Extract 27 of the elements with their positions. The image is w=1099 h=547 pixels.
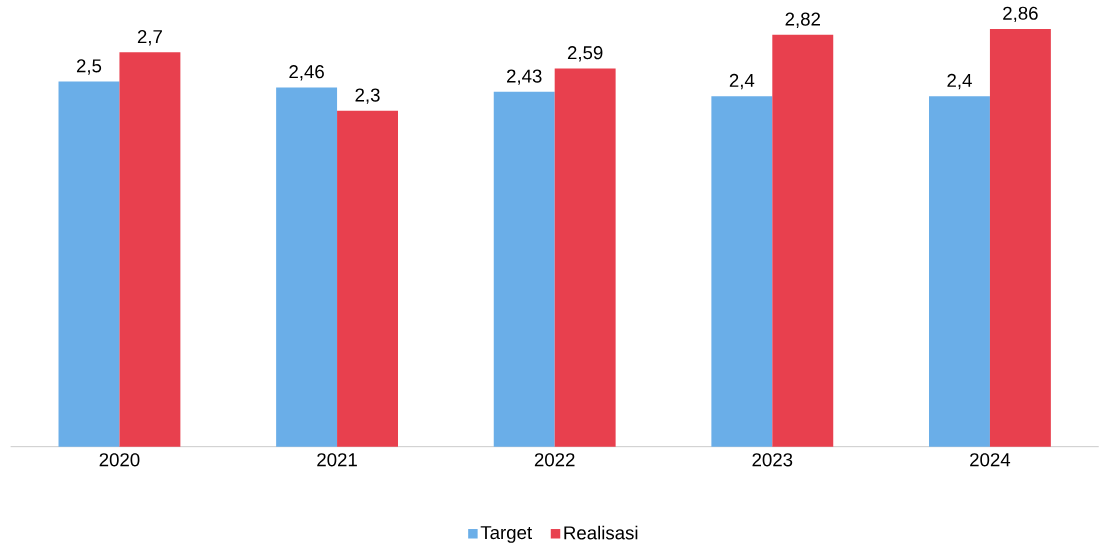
- x-tick-label: 2023: [752, 452, 793, 467]
- legend-label: Realisasi: [564, 525, 638, 540]
- data-label: 2,86: [1003, 6, 1038, 22]
- data-label: 2,59: [567, 45, 603, 62]
- bar: [989, 28, 1051, 447]
- bar: [711, 95, 773, 447]
- data-label: 2,5: [76, 58, 102, 75]
- bar: [337, 110, 398, 447]
- x-tick-label: 2022: [534, 452, 575, 467]
- data-label: 2,46: [289, 64, 324, 81]
- bar: [58, 81, 120, 447]
- x-tick-label: 2024: [970, 452, 1011, 467]
- bar: [928, 95, 990, 447]
- data-label: 2,43: [507, 69, 542, 85]
- data-label: 2,3: [355, 88, 380, 104]
- legend-label: Target: [480, 525, 532, 543]
- data-label: 2,4: [729, 73, 755, 90]
- bar: [772, 34, 834, 447]
- bar: [554, 68, 616, 447]
- data-label: 2,4: [947, 73, 972, 90]
- data-label: 2,82: [785, 12, 820, 28]
- bar: [493, 91, 555, 447]
- x-tick-label: 2020: [99, 452, 140, 467]
- x-tick-label: 2021: [317, 452, 357, 467]
- bar: [276, 87, 338, 447]
- data-label: 2,7: [137, 29, 162, 46]
- bar: [119, 52, 181, 447]
